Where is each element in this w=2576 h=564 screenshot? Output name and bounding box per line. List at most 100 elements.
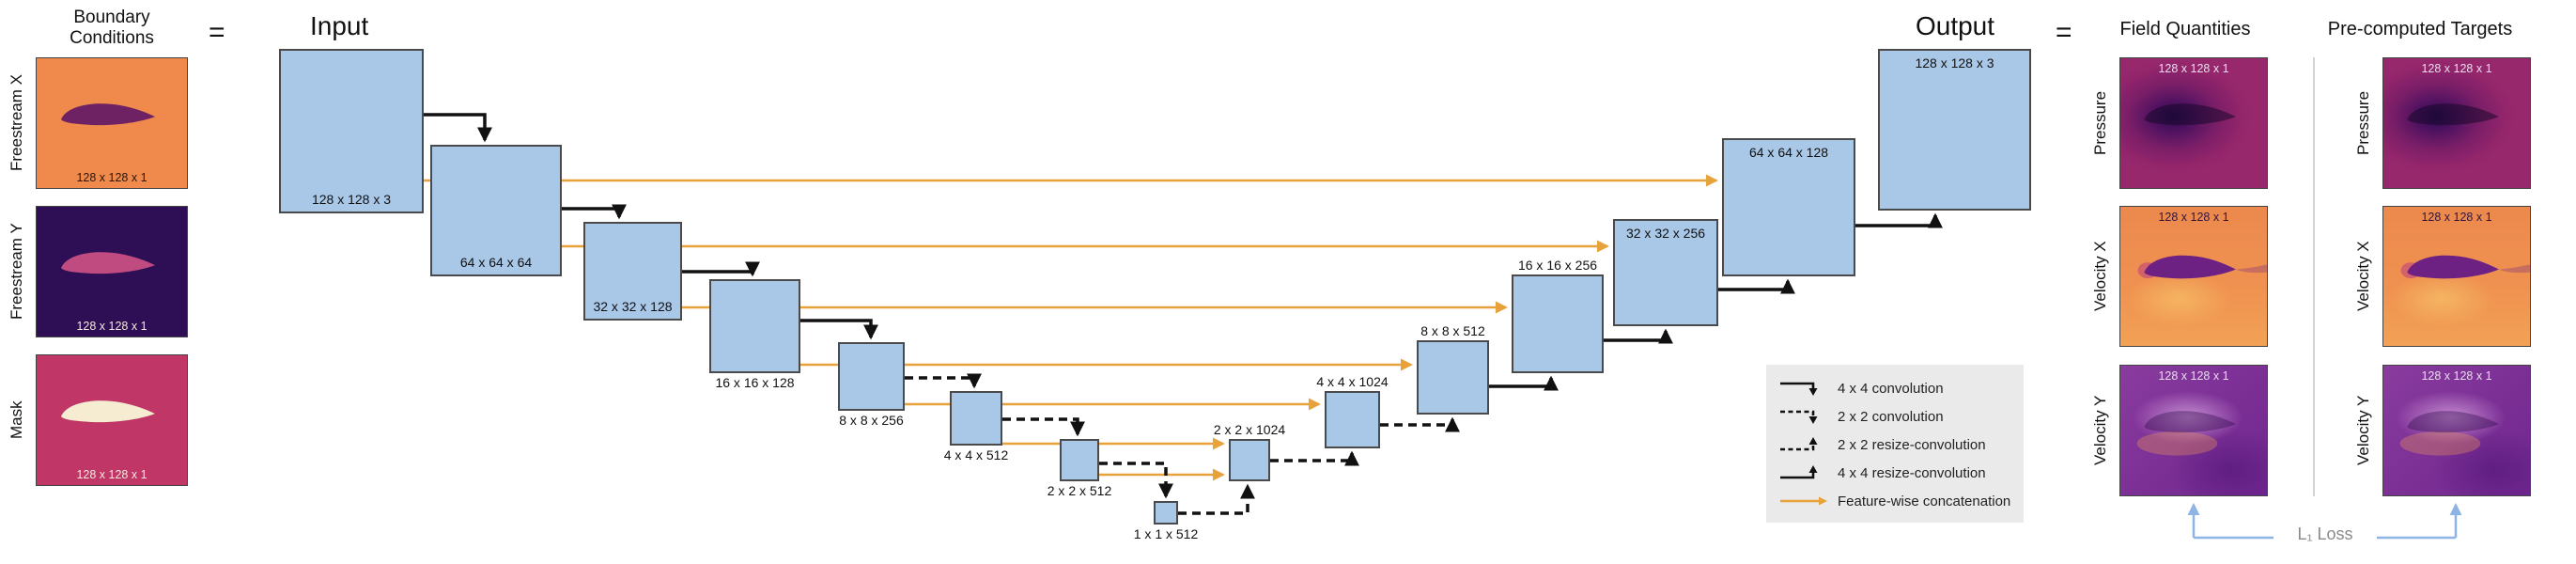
legend-item: 2 x 2 convolution bbox=[1766, 402, 2024, 431]
encoder-box-2: 2 x 2 x 512 bbox=[1047, 439, 1111, 498]
box-size-label: 8 x 8 x 512 bbox=[1420, 323, 1485, 338]
conv-arrow-dashed bbox=[1099, 462, 1173, 499]
resize-arrow-dashed bbox=[1178, 483, 1255, 515]
box-size-label: 32 x 32 x 256 bbox=[1625, 226, 1706, 241]
image-size-label: 128 x 128 x 1 bbox=[76, 171, 147, 184]
equals-sign-right: = bbox=[2056, 17, 2072, 48]
box-size-label: 1 x 1 x 512 bbox=[1133, 526, 1199, 541]
resize-arrow bbox=[1718, 278, 1795, 294]
legend-item: Feature-wise concatenation bbox=[1766, 487, 2024, 515]
airfoil-silhouette-icon bbox=[61, 103, 155, 126]
box-size-label: 64 x 64 x 128 bbox=[1748, 145, 1829, 160]
encoder-box-32: 32 x 32 x 128 bbox=[583, 222, 682, 321]
target-velocity-y-image: 128 x 128 x 1 bbox=[2382, 365, 2531, 496]
decoder-box-32: 32 x 32 x 256 bbox=[1613, 219, 1718, 326]
field-velocity-y-label: Velocity Y bbox=[2091, 395, 2109, 466]
decoder-box-2: 2 x 2 x 1024 bbox=[1214, 422, 1285, 481]
legend-item: 2 x 2 resize-convolution bbox=[1766, 431, 2024, 459]
airfoil-silhouette-icon bbox=[2144, 103, 2236, 126]
resize-arrow bbox=[1604, 328, 1673, 344]
encoder-conv-arrows bbox=[424, 113, 1173, 499]
field-velocity-y-image: 128 x 128 x 1 bbox=[2119, 365, 2268, 496]
conv-arrow bbox=[682, 261, 760, 277]
legend-box: 4 x 4 convolution 2 x 2 convolution 2 x … bbox=[1766, 365, 2024, 523]
airfoil-silhouette-icon bbox=[2400, 255, 2530, 279]
output-title: Output bbox=[1915, 11, 1995, 40]
freestream-y-image: 128 x 128 x 1 bbox=[36, 206, 188, 337]
conv-arrow-dashed bbox=[1002, 417, 1085, 437]
input-box: 128 x 128 x 3 bbox=[279, 49, 424, 213]
box-size-label: 16 x 16 x 256 bbox=[1517, 258, 1598, 273]
box-size-label: 128 x 128 x 3 bbox=[1915, 55, 1994, 70]
encoder-box-16: 16 x 16 x 128 bbox=[709, 279, 800, 390]
box-size-label: 4 x 4 x 1024 bbox=[1316, 374, 1389, 389]
target-velocity-x-image: 128 x 128 x 1 bbox=[2382, 206, 2531, 347]
field-pressure-image: 128 x 128 x 1 bbox=[2119, 57, 2268, 189]
field-velocity-x-label: Velocity X bbox=[2091, 241, 2109, 312]
image-size-label: 128 x 128 x 1 bbox=[2421, 62, 2492, 75]
airfoil-silhouette-icon bbox=[61, 400, 155, 423]
bottleneck-box: 1 x 1 x 512 bbox=[1134, 501, 1198, 541]
boundary-title-line1: Boundary bbox=[73, 8, 150, 27]
box-size-label: 2 x 2 x 1024 bbox=[1213, 422, 1286, 437]
field-pressure-label: Pressure bbox=[2091, 90, 2109, 156]
legend-label: 4 x 4 convolution bbox=[1838, 380, 1944, 397]
target-pressure-image: 128 x 128 x 1 bbox=[2382, 57, 2531, 189]
image-size-label: 128 x 128 x 1 bbox=[76, 468, 147, 481]
mask-image: 128 x 128 x 1 bbox=[36, 354, 188, 486]
box-size-label: 4 x 4 x 512 bbox=[943, 447, 1009, 462]
conv-arrow bbox=[800, 319, 878, 340]
encoder-box-64: 64 x 64 x 64 bbox=[430, 145, 562, 276]
image-size-label: 128 x 128 x 1 bbox=[2421, 211, 2492, 224]
legend-label: 2 x 2 resize-convolution bbox=[1838, 436, 1986, 453]
image-size-label: 128 x 128 x 1 bbox=[2158, 369, 2229, 383]
legend-label: Feature-wise concatenation bbox=[1838, 493, 2011, 509]
decoder-resize-arrows bbox=[1178, 212, 1943, 515]
encoder-box-8: 8 x 8 x 256 bbox=[838, 342, 905, 428]
concatenation-arrow-icon bbox=[1780, 496, 1827, 506]
airfoil-silhouette-icon bbox=[2399, 411, 2499, 456]
legend-item: 4 x 4 convolution bbox=[1766, 374, 2024, 402]
resize-arrow-dashed bbox=[1270, 450, 1359, 466]
mask-label: Mask bbox=[8, 400, 25, 440]
legend-label: 2 x 2 convolution bbox=[1838, 408, 1944, 425]
airfoil-silhouette-icon bbox=[2137, 255, 2267, 279]
image-size-label: 128 x 128 x 1 bbox=[76, 320, 147, 333]
box-size-label: 2 x 2 x 512 bbox=[1047, 483, 1112, 498]
box-size-label: 32 x 32 x 128 bbox=[593, 299, 673, 314]
target-velocity-y-label: Velocity Y bbox=[2354, 395, 2372, 466]
conv-4x4-arrow-icon bbox=[1780, 382, 1818, 396]
image-size-label: 128 x 128 x 1 bbox=[2158, 211, 2229, 224]
decoder-box-8: 8 x 8 x 512 bbox=[1417, 323, 1489, 415]
conv-2x2-arrow-icon bbox=[1780, 410, 1818, 424]
conv-arrow bbox=[562, 204, 627, 220]
freestream-y-label: Freestream Y bbox=[8, 223, 25, 321]
boundary-title-line2: Conditions bbox=[70, 28, 154, 48]
output-box: 128 x 128 x 3 bbox=[1878, 49, 2031, 211]
encoder-box-4: 4 x 4 x 512 bbox=[944, 391, 1008, 462]
resize-arrow-dashed bbox=[1380, 416, 1460, 432]
image-size-label: 128 x 128 x 1 bbox=[2158, 62, 2229, 75]
boundary-conditions-title: Boundary Conditions bbox=[28, 8, 195, 49]
decoder-box-16: 16 x 16 x 256 bbox=[1512, 258, 1604, 373]
column-divider bbox=[2313, 57, 2315, 496]
resize-conv-2x2-arrow-icon bbox=[1780, 437, 1818, 451]
conv-arrow bbox=[424, 113, 492, 143]
resize-arrow bbox=[1855, 212, 1943, 228]
airfoil-silhouette-icon bbox=[2407, 103, 2499, 126]
precomputed-targets-title: Pre-computed Targets bbox=[2327, 19, 2513, 39]
freestream-x-label: Freestream X bbox=[8, 74, 25, 172]
box-size-label: 16 x 16 x 128 bbox=[715, 375, 795, 390]
airfoil-silhouette-icon bbox=[2136, 411, 2236, 456]
box-size-label: 128 x 128 x 3 bbox=[311, 192, 392, 207]
airfoil-silhouette-icon bbox=[61, 252, 155, 274]
freestream-x-image: 128 x 128 x 1 bbox=[36, 57, 188, 189]
target-velocity-x-label: Velocity X bbox=[2354, 241, 2372, 312]
resize-conv-4x4-arrow-icon bbox=[1780, 465, 1818, 479]
resize-arrow bbox=[1489, 375, 1559, 391]
image-size-label: 128 x 128 x 1 bbox=[2421, 369, 2492, 383]
box-size-label: 8 x 8 x 256 bbox=[839, 413, 904, 428]
decoder-box-4: 4 x 4 x 1024 bbox=[1316, 374, 1389, 448]
